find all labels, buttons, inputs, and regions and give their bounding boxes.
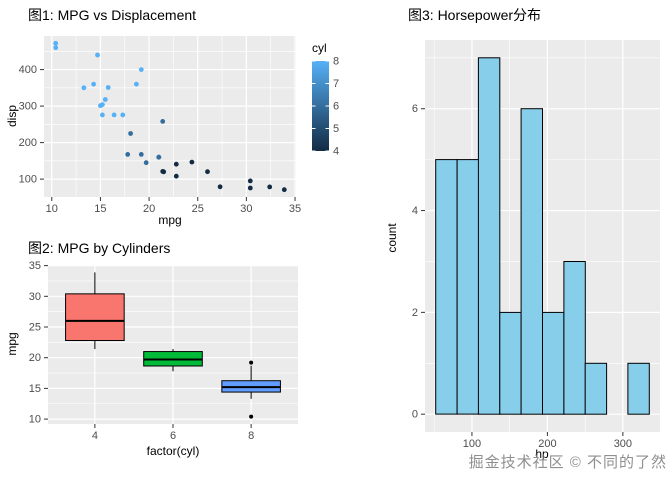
svg-text:8: 8 <box>248 430 254 442</box>
svg-text:10: 10 <box>46 203 58 215</box>
hist-bar <box>563 261 586 415</box>
watermark: 掘金技术社区 © 不同的了然 <box>468 454 667 471</box>
svg-text:0: 0 <box>412 409 418 421</box>
scatter-points <box>53 40 287 193</box>
box-x-ticks: 4 6 8 <box>92 424 254 442</box>
box-cyl-4 <box>65 272 125 350</box>
boxplot-ylabel: mpg <box>5 332 19 356</box>
scatter-plot: 10 15 20 25 30 35 100 200 300 400 cyl 8 7 6 5 4 <box>19 36 339 215</box>
histogram-ylabel: count <box>385 223 399 253</box>
svg-text:35: 35 <box>289 203 301 215</box>
scatter-ylabel: disp <box>5 104 19 128</box>
svg-text:25: 25 <box>29 322 41 334</box>
svg-text:200: 200 <box>538 438 556 450</box>
histogram-title: 图3: Horsepower分布 <box>408 7 542 23</box>
svg-text:20: 20 <box>29 352 41 364</box>
svg-text:5: 5 <box>333 123 339 135</box>
svg-text:6: 6 <box>333 101 339 113</box>
axis-ticks: 10 15 20 25 30 35 100 200 300 400 <box>19 64 302 215</box>
svg-text:25: 25 <box>192 203 204 215</box>
hist-bar <box>435 159 458 415</box>
hist-bar <box>542 311 565 415</box>
histogram-xlabel: hp <box>535 447 549 461</box>
svg-text:8: 8 <box>333 56 339 68</box>
svg-text:300: 300 <box>19 101 37 113</box>
panel-boxplot: 10 15 20 25 30 35 4 6 8 图2: MPG by Cylinders fac… <box>0 232 352 480</box>
box-plot: 10 15 20 25 30 35 4 6 8 <box>29 260 298 442</box>
hist-bar <box>520 108 544 415</box>
svg-text:30: 30 <box>240 203 252 215</box>
svg-text:2: 2 <box>412 307 418 319</box>
gridlines <box>44 36 296 197</box>
box-cyl-6 <box>143 349 203 372</box>
legend-cyl: cyl 8 7 6 5 4 <box>312 41 339 158</box>
svg-text:4: 4 <box>92 430 98 442</box>
scatter-title: 图1: MPG vs Displacement <box>28 7 197 23</box>
histogram-plot: 100 200 300 0 2 4 6 <box>412 40 660 450</box>
outlier-point <box>249 414 254 419</box>
svg-text:100: 100 <box>463 438 481 450</box>
svg-text:20: 20 <box>143 203 155 215</box>
legend-gradient-bar <box>312 61 329 151</box>
boxplot-title: 图2: MPG by Cylinders <box>28 240 171 256</box>
svg-text:15: 15 <box>94 203 106 215</box>
axis-ticks: 100 200 300 0 2 4 6 <box>412 103 632 450</box>
svg-text:100: 100 <box>19 174 37 186</box>
panel-background <box>44 36 296 197</box>
svg-text:cyl: cyl <box>312 41 327 55</box>
boxplot-xlabel: factor(cyl) <box>146 444 200 458</box>
hist-bar <box>627 362 650 415</box>
svg-text:15: 15 <box>29 383 41 395</box>
hist-bar <box>456 159 479 415</box>
svg-text:400: 400 <box>19 64 37 76</box>
scatter-xlabel: mpg <box>158 213 182 227</box>
svg-text:7: 7 <box>333 78 339 90</box>
svg-text:6: 6 <box>170 430 176 442</box>
hist-bars <box>435 57 650 415</box>
box-cyl-8 <box>221 360 281 419</box>
hist-bar <box>584 362 608 415</box>
svg-text:200: 200 <box>19 137 37 149</box>
svg-text:4: 4 <box>333 146 339 158</box>
svg-text:4: 4 <box>412 205 418 217</box>
svg-text:35: 35 <box>29 260 41 272</box>
hist-bar <box>477 57 501 415</box>
svg-text:6: 6 <box>412 103 418 115</box>
panel-scatter: 10 15 20 25 30 35 100 200 300 400 cyl 8 7 6 5 4 图1: MPG… <box>0 0 352 232</box>
axis-ticks: 10 15 20 25 30 35 <box>29 260 48 426</box>
hist-bar <box>499 311 522 415</box>
svg-text:10: 10 <box>29 414 41 426</box>
outlier-point <box>249 360 254 365</box>
svg-text:300: 300 <box>614 438 632 450</box>
svg-text:30: 30 <box>29 291 41 303</box>
panel-histogram: 100 200 300 0 2 4 6 图3: Horsepower分布 hp count <box>352 0 672 480</box>
